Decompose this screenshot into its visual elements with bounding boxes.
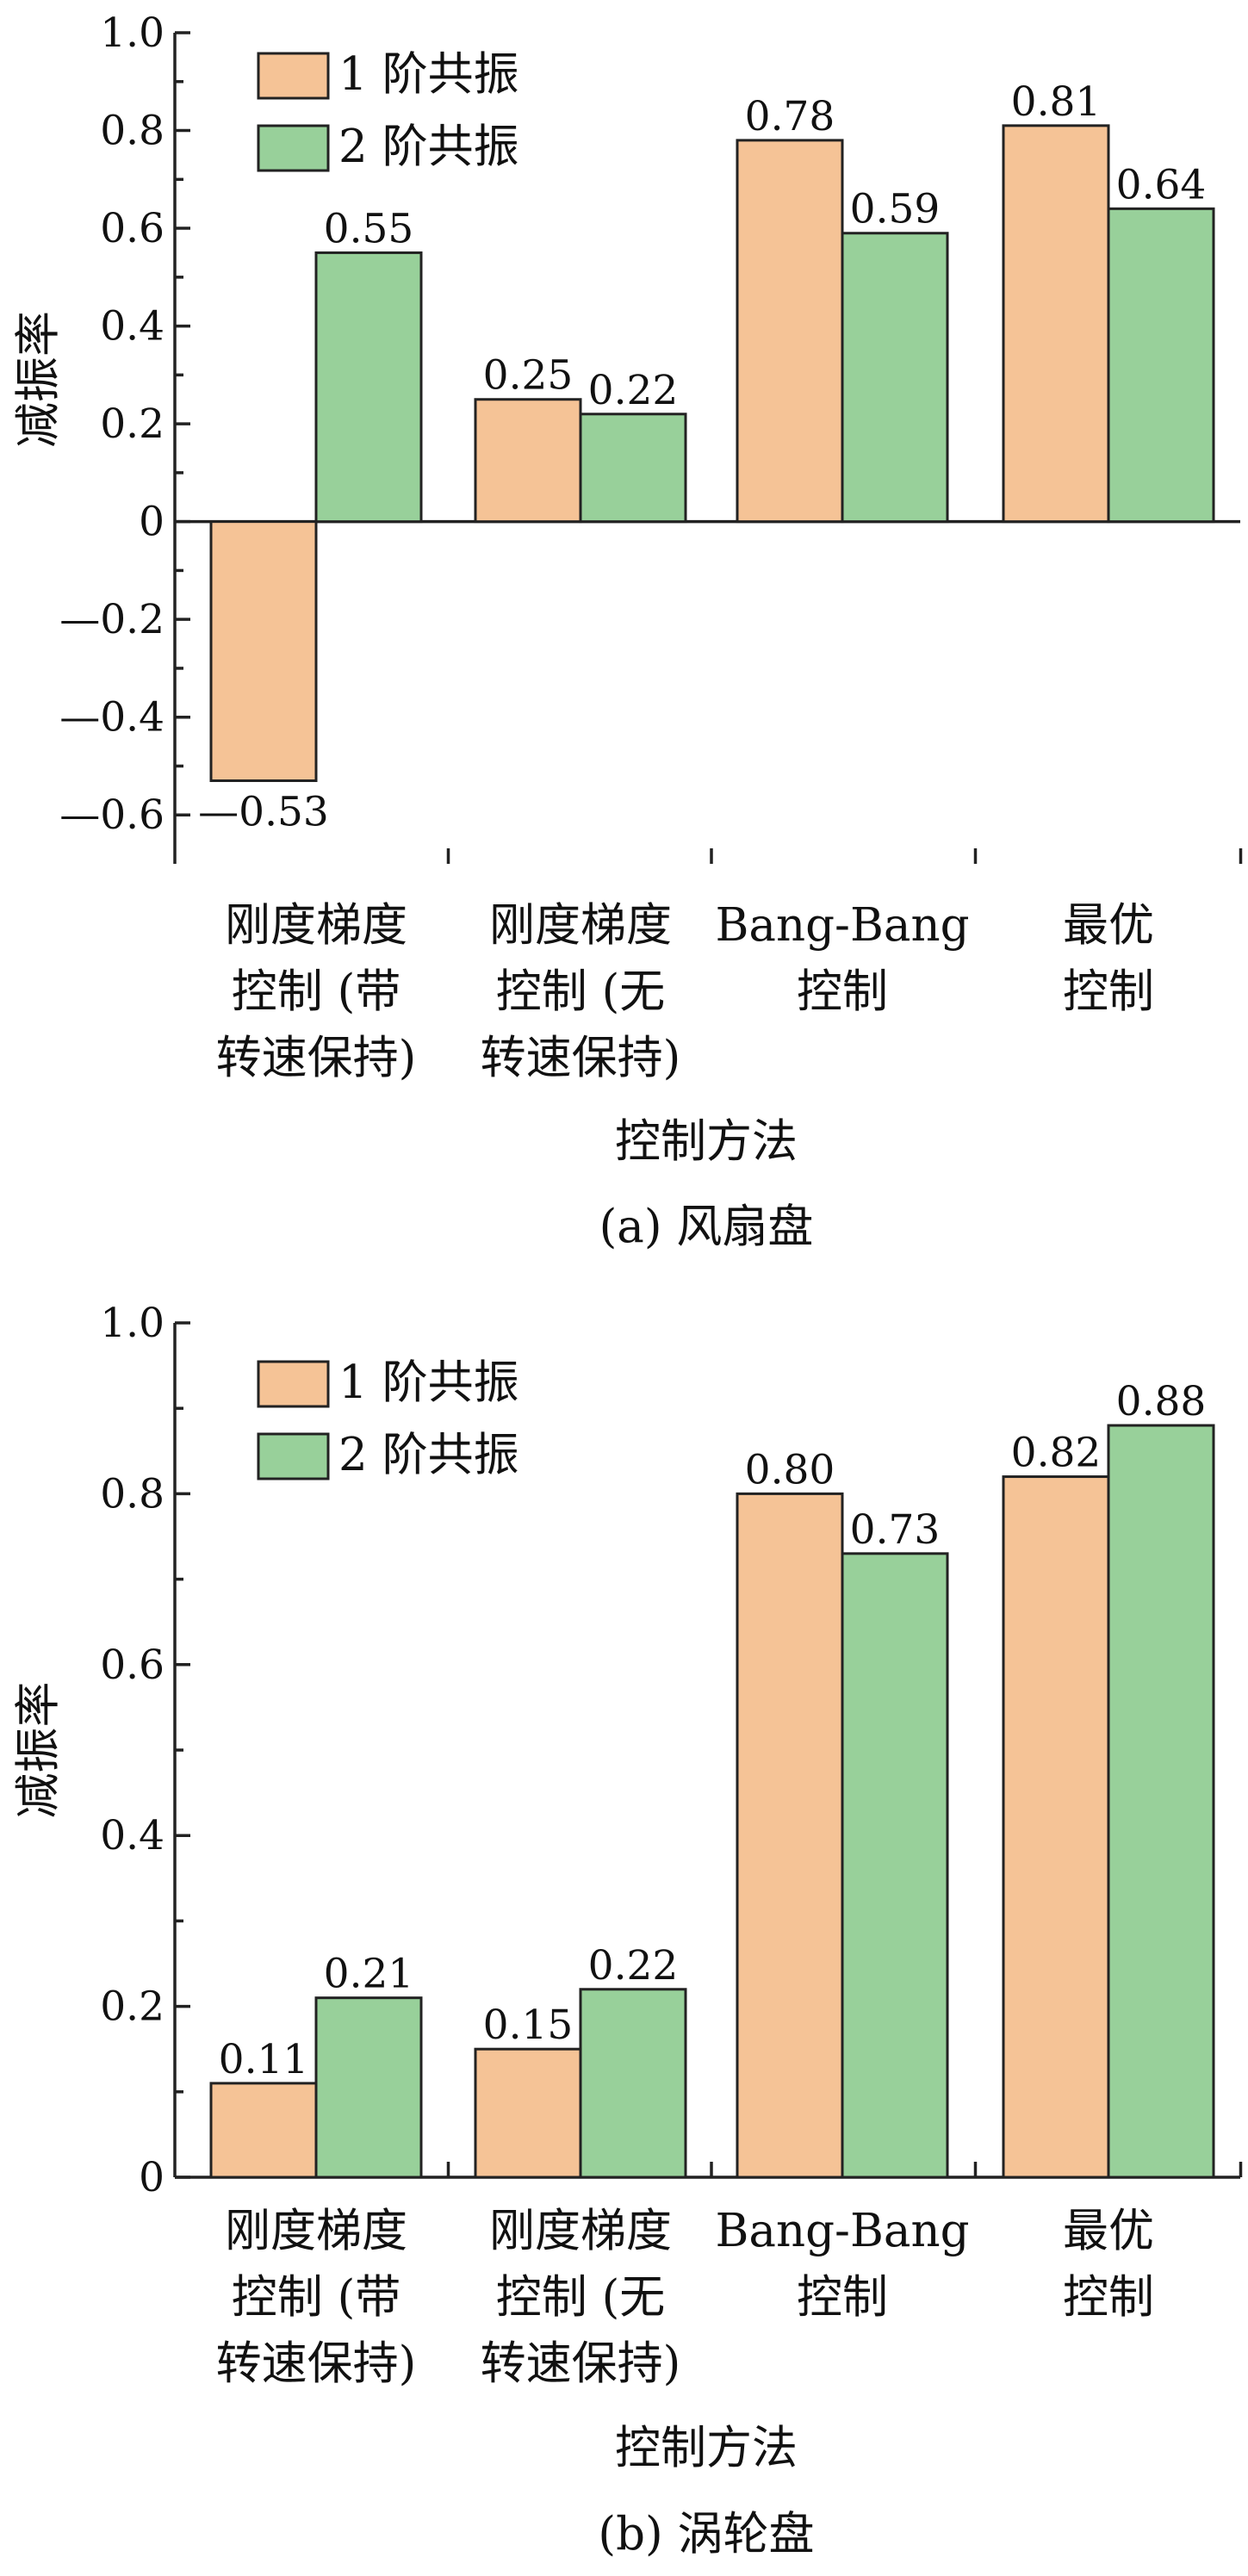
- y-tick-label: —0.4: [59, 694, 165, 742]
- bar-series-1-1: [209, 2082, 318, 2179]
- bar-series-2-4: [1107, 1424, 1215, 2179]
- y-tick-label: 1.0: [100, 9, 165, 57]
- legend-swatch: [257, 1360, 330, 1408]
- data-label: 0.59: [850, 186, 941, 233]
- bar-series-1-2: [474, 2047, 582, 2179]
- x-tick-label: 控制: [797, 965, 888, 1018]
- legend-swatch: [257, 124, 330, 172]
- legend-label: 1 阶共振: [338, 48, 519, 101]
- bar-series-2-3: [841, 232, 949, 524]
- x-tick-label: 转速保持): [216, 1032, 417, 1084]
- x-tick-label: 刚度梯度: [489, 899, 672, 952]
- x-tick-label: 刚度梯度: [489, 2205, 672, 2257]
- legend-swatch: [257, 52, 330, 100]
- data-label: 0.11: [219, 2036, 309, 2083]
- data-label: 0.22: [588, 367, 679, 414]
- data-label: 0.25: [483, 352, 574, 400]
- y-tick-label: 0.8: [100, 1470, 165, 1518]
- y-tick-label: 0.6: [100, 1642, 165, 1689]
- y-axis-label: 减振率: [12, 311, 65, 448]
- bar-series-1-4: [1002, 1475, 1110, 2179]
- legend-label: 2 阶共振: [338, 121, 519, 173]
- data-label: —0.53: [198, 789, 329, 836]
- x-tick-label: 控制: [1063, 965, 1154, 1018]
- bar-series-2-4: [1107, 207, 1215, 524]
- bar-series-1-3: [736, 139, 844, 524]
- x-tick-label: 控制 (带: [232, 965, 401, 1018]
- legend-swatch: [257, 1432, 330, 1480]
- data-label: 0.88: [1116, 1378, 1207, 1425]
- bar-series-2-2: [579, 1988, 687, 2179]
- x-tick-label: 最优: [1063, 2205, 1154, 2257]
- bar-series-2-1: [314, 251, 423, 524]
- y-tick-label: 0.4: [100, 303, 165, 351]
- y-tick-label: 0.2: [100, 1983, 165, 2031]
- x-tick-label: Bang-Bang: [715, 899, 969, 952]
- data-label: 0.80: [745, 1446, 835, 1493]
- legend-label: 1 阶共振: [338, 1356, 519, 1409]
- figure-caption: (a) 风扇盘: [599, 1201, 814, 1253]
- x-tick-label: 转速保持): [481, 1032, 681, 1084]
- x-tick-label: 控制 (无: [496, 965, 666, 1018]
- x-tick-label: 控制 (带: [232, 2271, 401, 2324]
- data-label: 0.55: [324, 205, 414, 252]
- y-tick-label: 1.0: [100, 1300, 165, 1347]
- x-axis-label: 控制方法: [615, 1115, 798, 1168]
- data-label: 0.22: [588, 1942, 679, 1989]
- y-tick-label: 0: [139, 499, 165, 546]
- x-tick-label: 转速保持): [481, 2337, 681, 2390]
- data-label: 0.73: [850, 1506, 941, 1554]
- y-tick-label: 0: [139, 2154, 165, 2201]
- bar-series-1-2: [474, 398, 582, 524]
- y-tick-label: —0.6: [59, 791, 165, 839]
- x-axis-label: 控制方法: [615, 2422, 798, 2474]
- chart-panel-b: 1.0 0.8 0.6 0.4 0.2 0 0.11 0.15 0.80 0.82 0.21 0.22…: [12, 1300, 1243, 2560]
- bar-series-2-2: [579, 413, 687, 524]
- x-tick-label: 刚度梯度: [225, 899, 407, 952]
- bar-series-1-3: [736, 1492, 844, 2179]
- bar-series-2-1: [314, 1996, 423, 2179]
- data-label: 0.64: [1116, 161, 1207, 208]
- y-tick-label: 0.2: [100, 400, 165, 448]
- y-tick-label: 0.4: [100, 1812, 165, 1859]
- x-tick-label: Bang-Bang: [715, 2205, 969, 2257]
- data-label: 0.78: [745, 93, 835, 140]
- legend-label: 2 阶共振: [338, 1429, 519, 1481]
- x-tick-label: 控制: [797, 2271, 888, 2324]
- data-label: 0.82: [1011, 1430, 1102, 1477]
- y-tick-label: —0.2: [59, 596, 165, 643]
- x-tick-label: 转速保持): [216, 2337, 417, 2390]
- figure-caption: (b) 涡轮盘: [598, 2508, 814, 2560]
- bar-series-1-4: [1002, 124, 1110, 524]
- data-label: 0.21: [324, 1951, 414, 1998]
- bar-series-1-1: [209, 520, 318, 782]
- data-label: 0.81: [1011, 78, 1102, 126]
- data-label: 0.15: [483, 2002, 574, 2049]
- bar-series-2-3: [841, 1552, 949, 2179]
- x-tick-label: 刚度梯度: [225, 2205, 407, 2257]
- y-axis-label: 减振率: [12, 1682, 65, 1819]
- x-tick-label: 控制: [1063, 2271, 1154, 2324]
- chart-panel-a: 1.0 0.8 0.6 0.4 0.2 0 —0.2 —0.4 —0.6 —0.53 0.25 0.7…: [12, 9, 1243, 1253]
- y-tick-label: 0.6: [100, 205, 165, 252]
- x-tick-label: 控制 (无: [496, 2271, 666, 2324]
- y-tick-label: 0.8: [100, 108, 165, 155]
- x-tick-label: 最优: [1063, 899, 1154, 952]
